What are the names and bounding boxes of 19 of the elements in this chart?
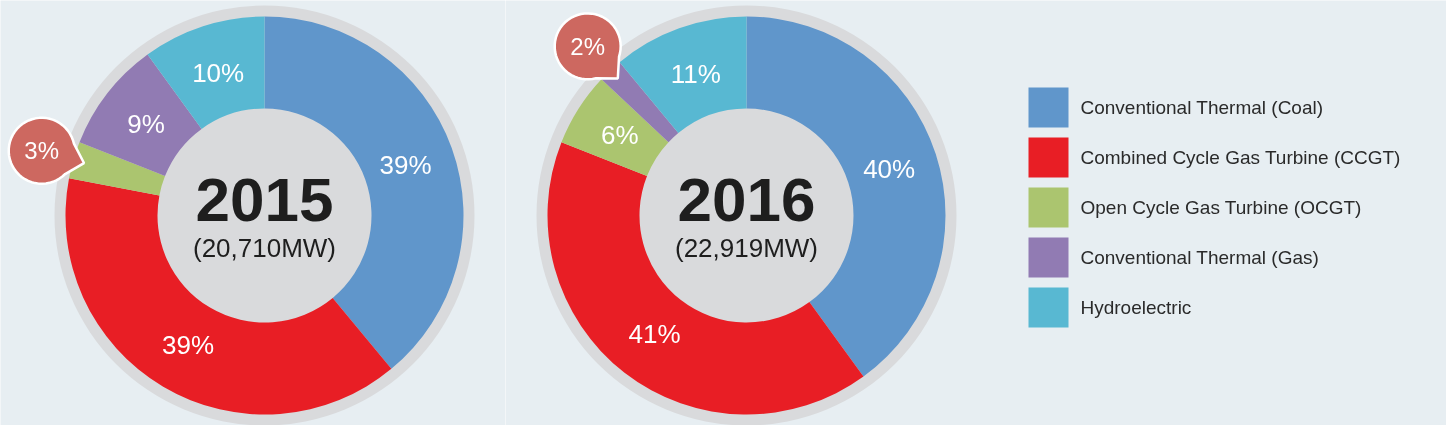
data-label: 3% — [24, 137, 60, 165]
text: (20,710MW) — [192, 232, 337, 263]
data-label: 9% — [127, 108, 165, 139]
data-label: 39% — [379, 149, 432, 180]
text: (22,919MW) — [674, 232, 819, 263]
text: 2015 — [195, 164, 334, 234]
data-label: 10% — [192, 57, 245, 88]
legend-label: Conventional Thermal (Gas) — [1080, 247, 1319, 268]
data-label: 41% — [628, 319, 681, 350]
legend-label: Open Cycle Gas Turbine (OCGT) — [1080, 197, 1362, 218]
legend-label: Conventional Thermal (Coal) — [1080, 97, 1324, 118]
text: 2016 — [677, 164, 816, 234]
legend-label: Hydroelectric — [1080, 297, 1192, 318]
data-label: 39% — [162, 329, 215, 360]
data-label: 6% — [601, 120, 639, 151]
data-label: 2% — [570, 32, 606, 60]
data-label: 40% — [863, 154, 916, 185]
legend-label: Combined Cycle Gas Turbine (CCGT) — [1080, 147, 1401, 168]
data-label: 11% — [670, 59, 721, 90]
